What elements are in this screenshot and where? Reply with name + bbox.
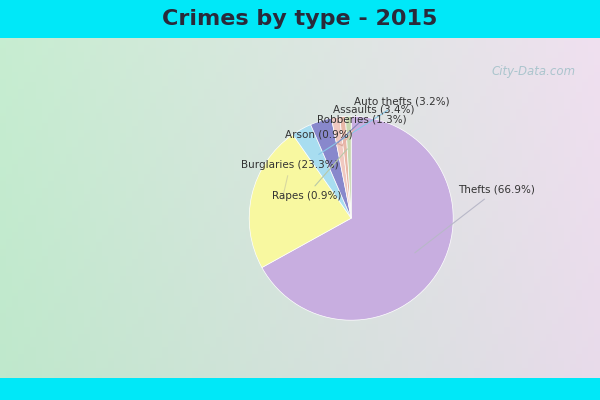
Text: Crimes by type - 2015: Crimes by type - 2015: [163, 9, 437, 29]
Wedge shape: [340, 116, 351, 218]
Text: Auto thefts (3.2%): Auto thefts (3.2%): [319, 96, 450, 154]
Wedge shape: [262, 116, 453, 320]
Wedge shape: [346, 116, 351, 218]
Text: Burglaries (23.3%): Burglaries (23.3%): [241, 160, 339, 199]
Text: Robberies (1.3%): Robberies (1.3%): [317, 114, 406, 146]
Text: Thefts (66.9%): Thefts (66.9%): [415, 185, 535, 253]
Text: City-Data.com: City-Data.com: [492, 66, 576, 78]
Wedge shape: [311, 118, 351, 218]
Wedge shape: [293, 125, 351, 218]
Text: Assaults (3.4%): Assaults (3.4%): [332, 104, 415, 148]
Text: Arson (0.9%): Arson (0.9%): [284, 130, 352, 146]
Wedge shape: [249, 135, 351, 268]
Text: Rapes (0.9%): Rapes (0.9%): [272, 149, 347, 201]
Wedge shape: [331, 117, 351, 218]
